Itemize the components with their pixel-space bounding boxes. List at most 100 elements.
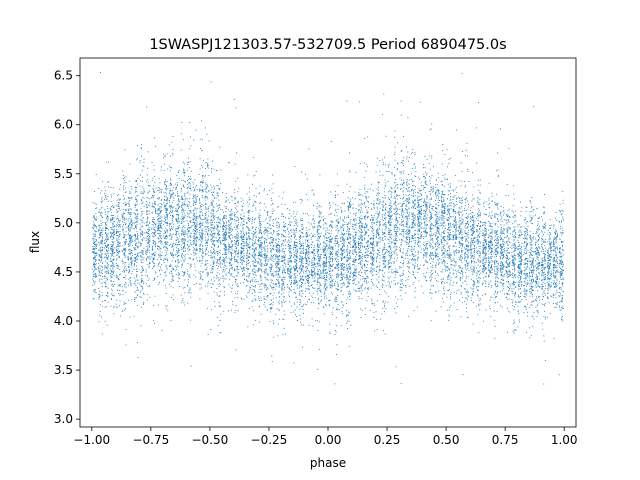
data-point (240, 237, 242, 239)
data-point (554, 286, 556, 288)
data-point (302, 228, 304, 230)
data-point (112, 223, 113, 225)
data-point (260, 260, 262, 261)
data-point (490, 255, 492, 257)
data-point (305, 173, 307, 175)
data-point (560, 234, 562, 236)
data-point (109, 232, 111, 234)
data-point (488, 276, 490, 277)
data-point (420, 213, 422, 215)
data-point (137, 259, 139, 261)
data-point (284, 278, 286, 280)
data-point (295, 281, 297, 283)
data-point (519, 249, 521, 251)
data-point (99, 227, 101, 228)
data-point (212, 283, 214, 285)
data-point (93, 242, 95, 244)
data-point (237, 225, 239, 227)
data-point (389, 256, 391, 258)
data-point (149, 244, 151, 245)
data-point (355, 243, 357, 244)
data-point (407, 231, 409, 233)
data-point (316, 240, 318, 241)
data-point (261, 236, 263, 238)
data-point (128, 217, 130, 219)
data-point (99, 314, 101, 316)
data-point (122, 232, 124, 234)
data-point (437, 220, 438, 222)
data-point (397, 203, 399, 205)
data-point (260, 223, 261, 225)
data-point (411, 216, 413, 218)
data-point (325, 223, 327, 225)
data-point (183, 226, 185, 227)
data-point (479, 309, 481, 311)
data-point (113, 214, 115, 216)
data-point (553, 224, 555, 226)
data-point (406, 199, 408, 201)
data-point (519, 245, 520, 247)
data-point (364, 238, 366, 240)
data-point (337, 263, 339, 265)
data-point (455, 237, 457, 239)
data-point (422, 188, 424, 190)
data-point (335, 211, 337, 213)
data-point (184, 181, 186, 183)
data-point (216, 254, 218, 256)
data-point (507, 331, 509, 333)
data-point (171, 192, 173, 194)
data-point (116, 244, 118, 245)
data-point (159, 212, 161, 214)
data-point (276, 280, 278, 281)
data-point (471, 294, 473, 296)
data-point (306, 213, 308, 215)
data-point (419, 221, 421, 223)
data-point (185, 254, 186, 256)
data-point (342, 219, 344, 221)
data-point (160, 226, 161, 228)
data-point (134, 283, 136, 285)
data-point (313, 254, 315, 256)
data-point (331, 237, 333, 239)
data-point (311, 284, 313, 286)
data-point (129, 227, 131, 229)
data-point (165, 204, 167, 206)
data-point (328, 267, 330, 269)
data-point (254, 280, 256, 282)
data-point (456, 237, 458, 239)
data-point (261, 283, 262, 285)
data-point (509, 227, 511, 229)
data-point (141, 219, 142, 221)
data-point (314, 258, 316, 260)
data-point (478, 223, 479, 224)
data-point (199, 288, 201, 290)
data-point (217, 246, 219, 248)
data-point (525, 210, 527, 212)
data-point (293, 268, 295, 270)
data-point (245, 295, 247, 297)
data-point (167, 241, 169, 243)
data-point (157, 216, 159, 218)
data-point (124, 266, 126, 267)
data-point (537, 266, 539, 268)
data-point (161, 241, 163, 242)
data-point (311, 244, 313, 246)
data-point (311, 271, 312, 273)
data-point (396, 233, 397, 235)
data-point (562, 218, 564, 220)
data-point (231, 199, 233, 201)
data-point (529, 255, 531, 257)
data-point (484, 269, 486, 271)
data-point (549, 254, 551, 256)
data-point (338, 244, 340, 245)
data-point (276, 243, 278, 245)
data-point (102, 273, 103, 274)
data-point (282, 260, 283, 262)
data-point (434, 251, 436, 253)
data-point (328, 229, 330, 231)
data-point (110, 246, 112, 248)
data-point (537, 229, 539, 231)
data-point (257, 261, 259, 263)
data-point (330, 265, 332, 267)
data-point (181, 244, 183, 246)
